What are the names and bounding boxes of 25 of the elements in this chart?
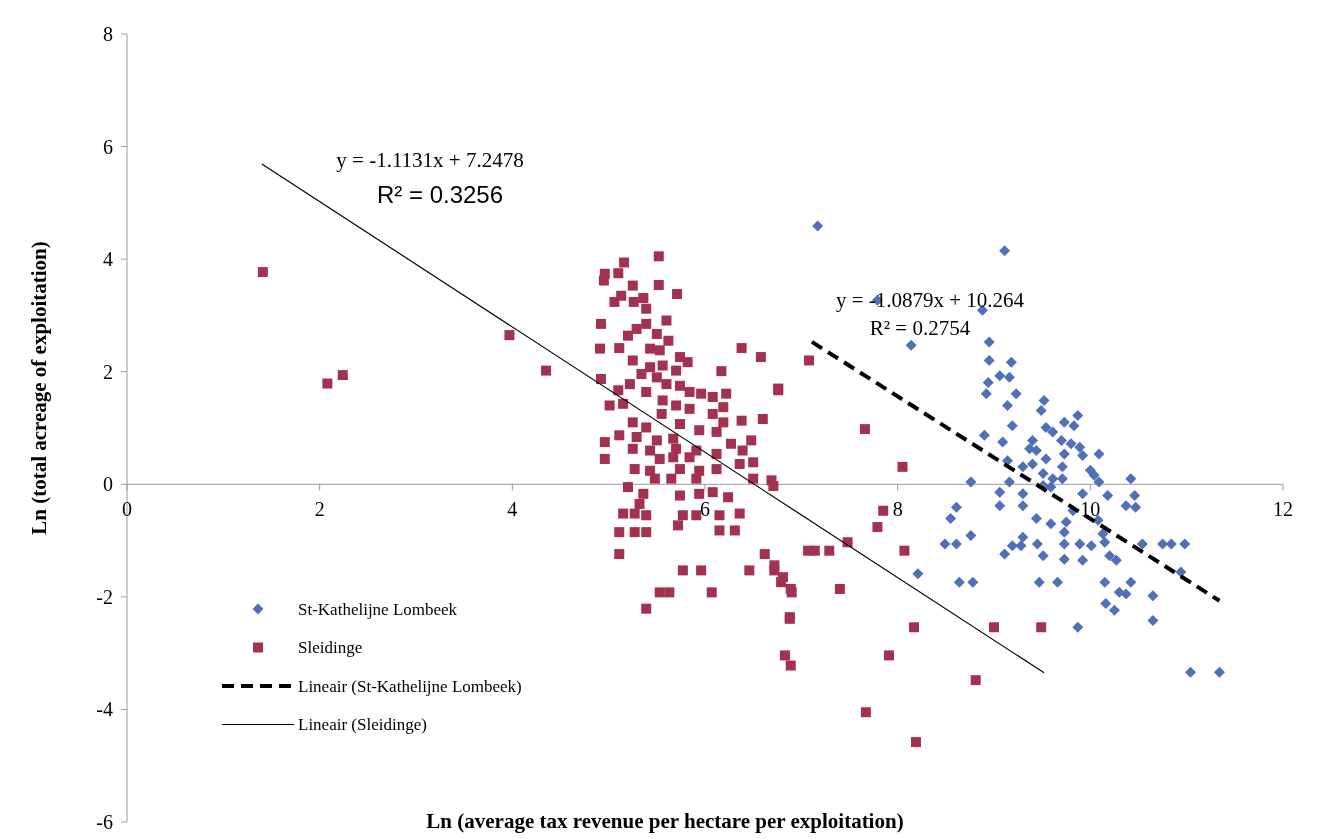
y-tick-label: 2 bbox=[103, 360, 113, 383]
y-tick-label: 6 bbox=[103, 135, 113, 158]
x-tick-label: 4 bbox=[507, 498, 518, 521]
y-tick-label: -4 bbox=[96, 698, 113, 721]
x-tick-label: 8 bbox=[892, 498, 903, 521]
x-tick-label: 10 bbox=[1080, 498, 1101, 521]
y-tick-label: -2 bbox=[96, 585, 113, 608]
x-tick-label: 6 bbox=[700, 498, 710, 521]
y-tick-label: -6 bbox=[96, 811, 113, 833]
annotation: R² = 0.3256 bbox=[376, 181, 504, 209]
legend-label: Sleidinge bbox=[298, 638, 363, 658]
legend-label: Lineair (Sleidinge) bbox=[298, 715, 427, 735]
x-tick-label: 12 bbox=[1273, 498, 1293, 521]
y-tick-label: 4 bbox=[103, 248, 113, 271]
x-axis-title: Ln (average tax revenue per hectare per exploitation) bbox=[426, 809, 904, 833]
annotation: y = -1.0879x + 10.264 bbox=[835, 288, 1025, 313]
x-tick-label: 2 bbox=[314, 498, 325, 521]
x-tick-label: 0 bbox=[122, 498, 132, 521]
y-tick-label: 8 bbox=[103, 23, 113, 45]
annotation: y = -1.1131x + 7.2478 bbox=[336, 148, 524, 173]
y-axis-title: Ln (total acreage of exploitation) bbox=[27, 241, 51, 535]
legend-label: Lineair (St-Kathelijne Lombeek) bbox=[298, 676, 522, 696]
y-tick-label: 0 bbox=[103, 473, 113, 496]
annotation: R² = 0.2754 bbox=[869, 316, 971, 341]
legend-label: St-Kathelijne Lombeek bbox=[298, 599, 458, 619]
